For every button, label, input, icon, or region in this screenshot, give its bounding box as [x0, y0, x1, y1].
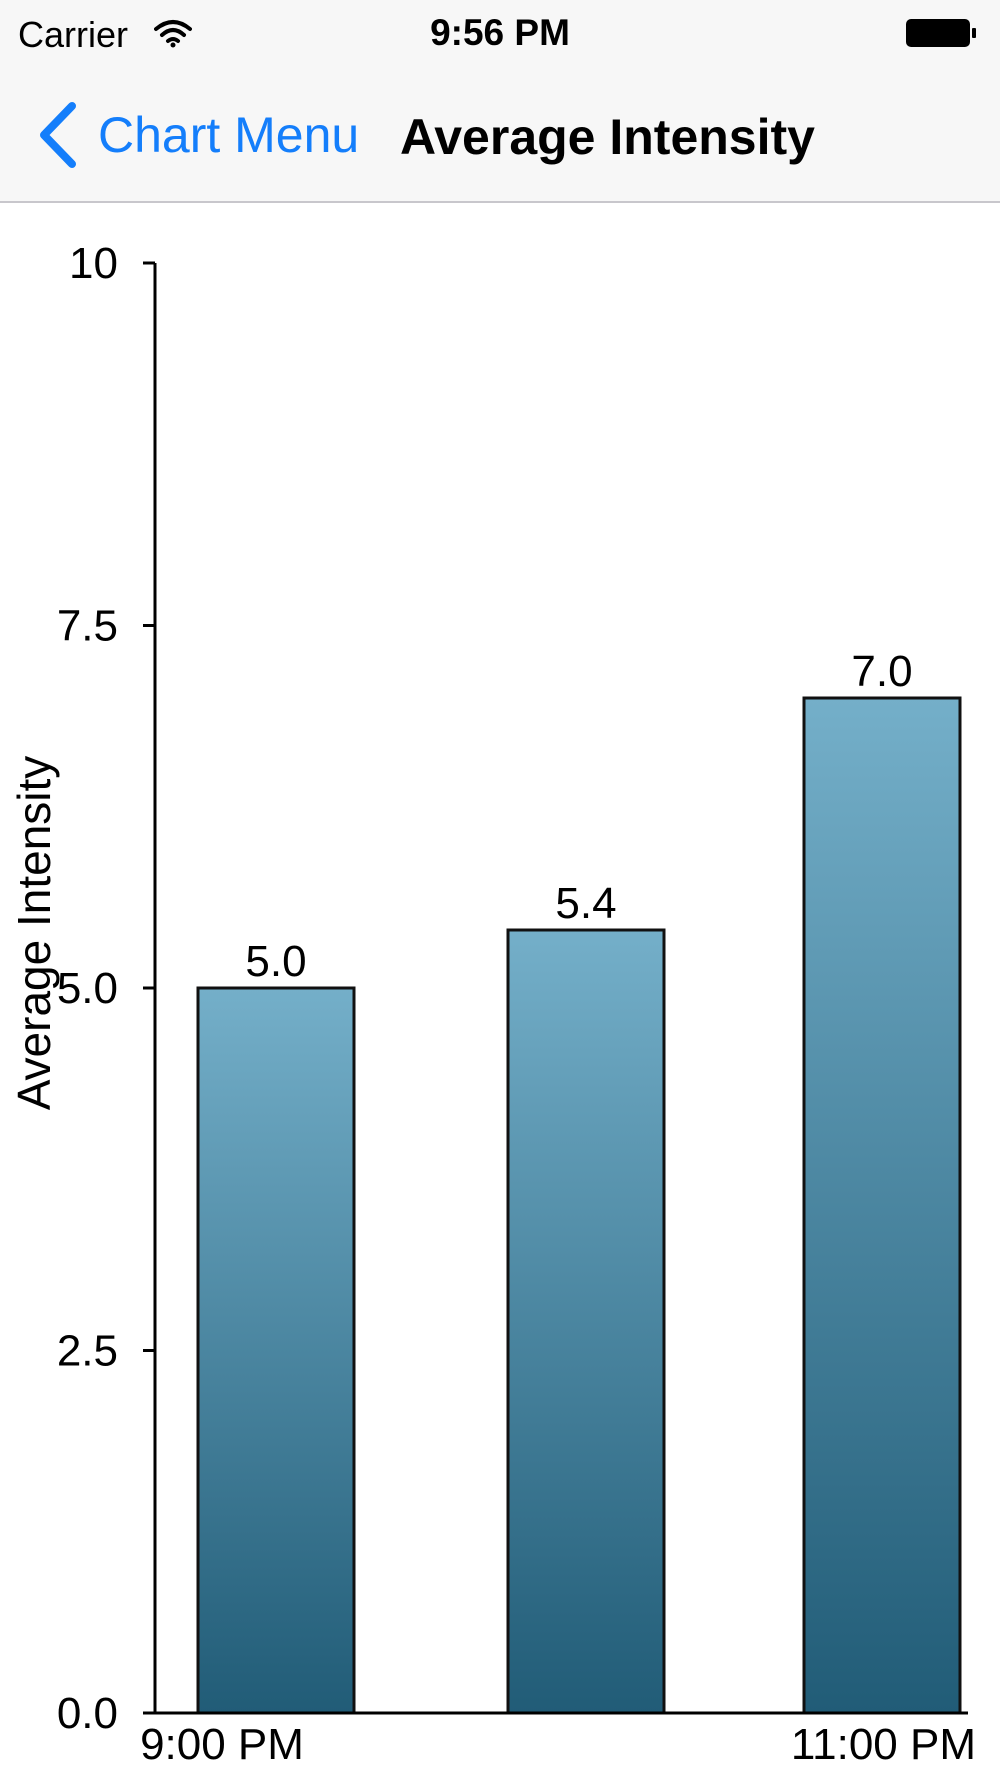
y-tick-label-3: 7.5	[57, 602, 118, 651]
chart-svg: 5.0 5.4 7.0 0.0 2.5 5.0 7.5 10 9:00 PM 11:00 PM Av…	[8, 239, 976, 1769]
y-tick-label-2: 5.0	[57, 964, 118, 1013]
bar-value-label-1: 5.4	[555, 879, 616, 928]
page-title: Average Intensity	[400, 109, 815, 165]
navigation-bar: Chart Menu Average Intensity	[0, 68, 1000, 203]
y-axis-title: Average Intensity	[8, 756, 60, 1111]
battery-icon	[906, 19, 976, 47]
chevron-left-icon	[40, 102, 76, 168]
bar-chart: 5.0 5.4 7.0 0.0 2.5 5.0 7.5 10 9:00 PM 11:00 PM Av…	[0, 203, 1000, 1778]
wifi-icon	[154, 20, 192, 48]
status-bar: Carrier 9:56 PM	[0, 0, 1000, 68]
y-tick-label-4: 10	[69, 239, 118, 288]
bar-value-label-2: 7.0	[851, 647, 912, 696]
back-button[interactable]: Chart Menu	[36, 98, 359, 172]
bar-0	[196, 986, 356, 1715]
bar-2	[802, 696, 962, 1715]
bar-value-label-0: 5.0	[245, 937, 306, 986]
status-time: 9:56 PM	[430, 12, 570, 53]
y-tick-label-0: 0.0	[57, 1689, 118, 1738]
x-tick-label-2: 11:00 PM	[791, 1720, 976, 1769]
bar-1	[506, 928, 666, 1715]
back-button-label: Chart Menu	[98, 107, 360, 163]
y-tick-label-1: 2.5	[57, 1327, 118, 1376]
carrier-label: Carrier	[18, 14, 129, 55]
x-tick-label-0: 9:00 PM	[140, 1720, 304, 1769]
